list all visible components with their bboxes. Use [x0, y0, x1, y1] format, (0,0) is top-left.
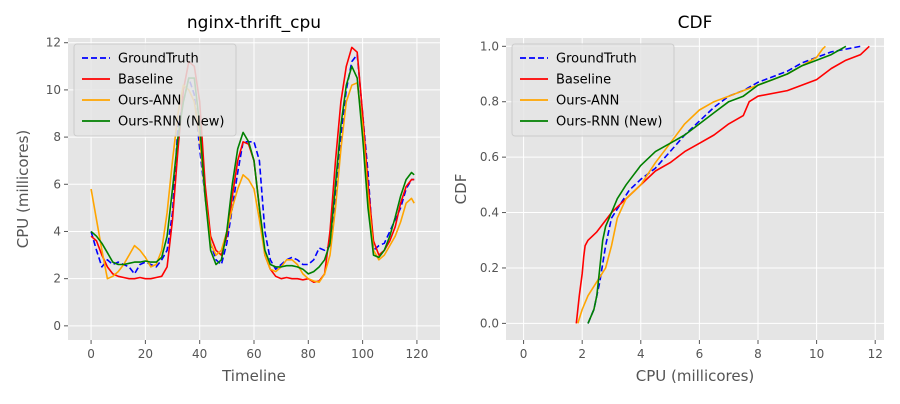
y-axis-label: CDF — [452, 174, 470, 205]
y-tick-label: 0.4 — [480, 206, 499, 220]
y-tick-label: 0.2 — [480, 261, 499, 275]
y-tick-label: 0 — [53, 319, 61, 333]
y-tick-label: 6 — [53, 177, 61, 191]
series-line-ours-ann — [90, 82, 415, 284]
x-tick-label: 120 — [405, 347, 428, 361]
legend-label-ours-ann: Ours-ANN — [118, 94, 181, 109]
legend-label-baseline: Baseline — [118, 73, 173, 88]
timeline-subplot: 0 20 40 60 80 100 120 0 2 4 6 8 10 12 nginx-thrift_cp… — [14, 13, 440, 385]
y-tick-label: 8 — [53, 130, 61, 144]
y-tick-label: 4 — [53, 224, 61, 238]
x-tick-label: 40 — [192, 347, 207, 361]
y-tick-label: 0.0 — [480, 316, 499, 330]
grid-lines — [506, 38, 884, 340]
legend: GroundTruth Baseline Ours-ANN Ours-RNN (New… — [511, 43, 675, 137]
subplot-title: CDF — [678, 13, 713, 33]
x-tick-label: 20 — [138, 347, 153, 361]
legend-label-ours-rnn-new: Ours-RNN (New) — [556, 115, 662, 130]
x-tick-label: 80 — [301, 347, 316, 361]
tick-labels: 0 20 40 60 80 100 120 0 2 4 6 8 10 12 — [46, 36, 429, 361]
series-line-baseline — [575, 45, 870, 324]
x-tick-label: 0 — [87, 347, 95, 361]
series-line-groundtruth — [587, 45, 861, 324]
x-tick-label: 0 — [520, 347, 528, 361]
y-axis-label: CPU (millicores) — [14, 130, 32, 249]
tick-labels: 0 2 4 6 8 10 12 0.0 0.2 0.4 0.6 0.8 1.0 — [480, 39, 883, 361]
y-tick-label: 2 — [53, 272, 61, 286]
series-line-ours-rnn-new — [587, 45, 847, 324]
series-line-ours-rnn-new — [90, 65, 415, 275]
legend-frame — [511, 43, 675, 137]
legend-frame — [73, 43, 237, 137]
cdf-subplot: 0 2 4 6 8 10 12 0.0 0.2 0.4 0.6 0.8 1.0 CDF CPU (mil… — [452, 13, 884, 385]
y-tick-label: 0.8 — [480, 95, 499, 109]
legend-label-baseline: Baseline — [556, 73, 611, 88]
x-tick-label: 2 — [578, 347, 586, 361]
series-group — [90, 46, 415, 284]
legend-label-ours-ann: Ours-ANN — [556, 94, 619, 109]
x-axis-label: CPU (millicores) — [636, 367, 755, 385]
x-tick-label: 4 — [637, 347, 645, 361]
legend-label-groundtruth: GroundTruth — [118, 52, 199, 67]
y-tick-label: 1.0 — [480, 39, 499, 53]
x-tick-label: 12 — [868, 347, 883, 361]
x-tick-label: 8 — [754, 347, 762, 361]
x-tick-label: 6 — [696, 347, 704, 361]
x-axis-label: Timeline — [221, 367, 286, 385]
legend-label-ours-rnn-new: Ours-RNN (New) — [118, 115, 224, 130]
legend: GroundTruth Baseline Ours-ANN Ours-RNN (New… — [73, 43, 237, 137]
y-tick-label: 12 — [46, 36, 61, 50]
x-tick-label: 60 — [246, 347, 261, 361]
x-tick-label: 100 — [351, 347, 374, 361]
y-tick-label: 0.6 — [480, 150, 499, 164]
subplot-title: nginx-thrift_cpu — [187, 13, 321, 33]
series-group — [575, 45, 870, 324]
x-tick-label: 10 — [809, 347, 824, 361]
y-tick-label: 10 — [46, 83, 61, 97]
legend-label-groundtruth: GroundTruth — [556, 52, 637, 67]
